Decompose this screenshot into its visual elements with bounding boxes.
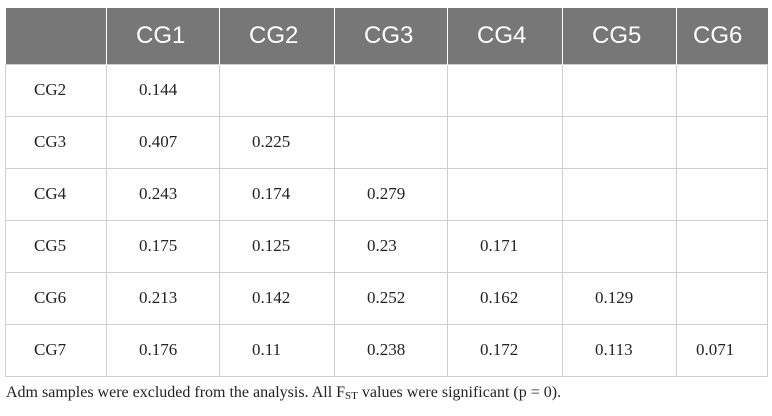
table-cell: 0.176 (106, 323, 220, 377)
fst-table: CG1 CG2 CG3 CG4 CG5 CG6 CG2 0.144 CG3 0.… (5, 8, 768, 377)
row-header: CG4 (5, 167, 107, 221)
table-cell (562, 115, 677, 169)
row-header: CG5 (5, 219, 107, 273)
table-cell (219, 63, 335, 117)
table-cell (562, 219, 677, 273)
table-cell: 0.238 (334, 323, 448, 377)
table-cell: 0.243 (106, 167, 220, 221)
table-cell (676, 219, 768, 273)
footnote-text-end: values were significant (p = 0). (357, 384, 562, 401)
table-cell (447, 167, 563, 221)
table-cell: 0.225 (219, 115, 335, 169)
table-cell: 0.252 (334, 271, 448, 325)
table-footnote: Adm samples were excluded from the analy… (6, 384, 561, 402)
table-cell (334, 115, 448, 169)
table-row: CG2 0.144 (5, 63, 768, 117)
table-cell: 0.142 (219, 271, 335, 325)
row-header: CG2 (5, 63, 107, 117)
table-cell (676, 271, 768, 325)
table-cell: 0.172 (447, 323, 563, 377)
column-header: CG5 (562, 8, 677, 64)
column-header: CG1 (106, 8, 220, 64)
table-cell: 0.23 (334, 219, 448, 273)
header-corner-cell (5, 8, 107, 64)
table-cell (676, 115, 768, 169)
table-row: CG7 0.176 0.11 0.238 0.172 0.113 0.071 (5, 323, 768, 377)
table-cell: 0.174 (219, 167, 335, 221)
table-cell (676, 63, 768, 117)
table-row: CG4 0.243 0.174 0.279 (5, 167, 768, 221)
table-cell (562, 63, 677, 117)
column-header: CG2 (219, 8, 335, 64)
footnote-text-start: Adm samples were excluded from the analy… (6, 384, 346, 401)
table-cell: 0.144 (106, 63, 220, 117)
table-cell (447, 115, 563, 169)
footnote-subscript: ST (345, 390, 358, 402)
table-row: CG6 0.213 0.142 0.252 0.162 0.129 (5, 271, 768, 325)
column-header: CG3 (334, 8, 448, 64)
row-header: CG7 (5, 323, 107, 377)
fst-table-container: CG1 CG2 CG3 CG4 CG5 CG6 CG2 0.144 CG3 0.… (5, 8, 768, 377)
table-cell: 0.113 (562, 323, 677, 377)
table-cell: 0.175 (106, 219, 220, 273)
table-cell: 0.407 (106, 115, 220, 169)
table-header-row: CG1 CG2 CG3 CG4 CG5 CG6 (5, 8, 768, 64)
column-header: CG4 (447, 8, 563, 64)
column-header: CG6 (676, 8, 768, 64)
row-header: CG6 (5, 271, 107, 325)
table-cell (562, 167, 677, 221)
table-cell: 0.125 (219, 219, 335, 273)
table-cell: 0.071 (676, 323, 768, 377)
table-row: CG3 0.407 0.225 (5, 115, 768, 169)
table-cell: 0.213 (106, 271, 220, 325)
table-cell: 0.162 (447, 271, 563, 325)
table-cell: 0.171 (447, 219, 563, 273)
table-cell (334, 63, 448, 117)
table-cell (676, 167, 768, 221)
table-cell: 0.11 (219, 323, 335, 377)
row-header: CG3 (5, 115, 107, 169)
table-cell: 0.279 (334, 167, 448, 221)
table-row: CG5 0.175 0.125 0.23 0.171 (5, 219, 768, 273)
table-cell: 0.129 (562, 271, 677, 325)
table-cell (447, 63, 563, 117)
